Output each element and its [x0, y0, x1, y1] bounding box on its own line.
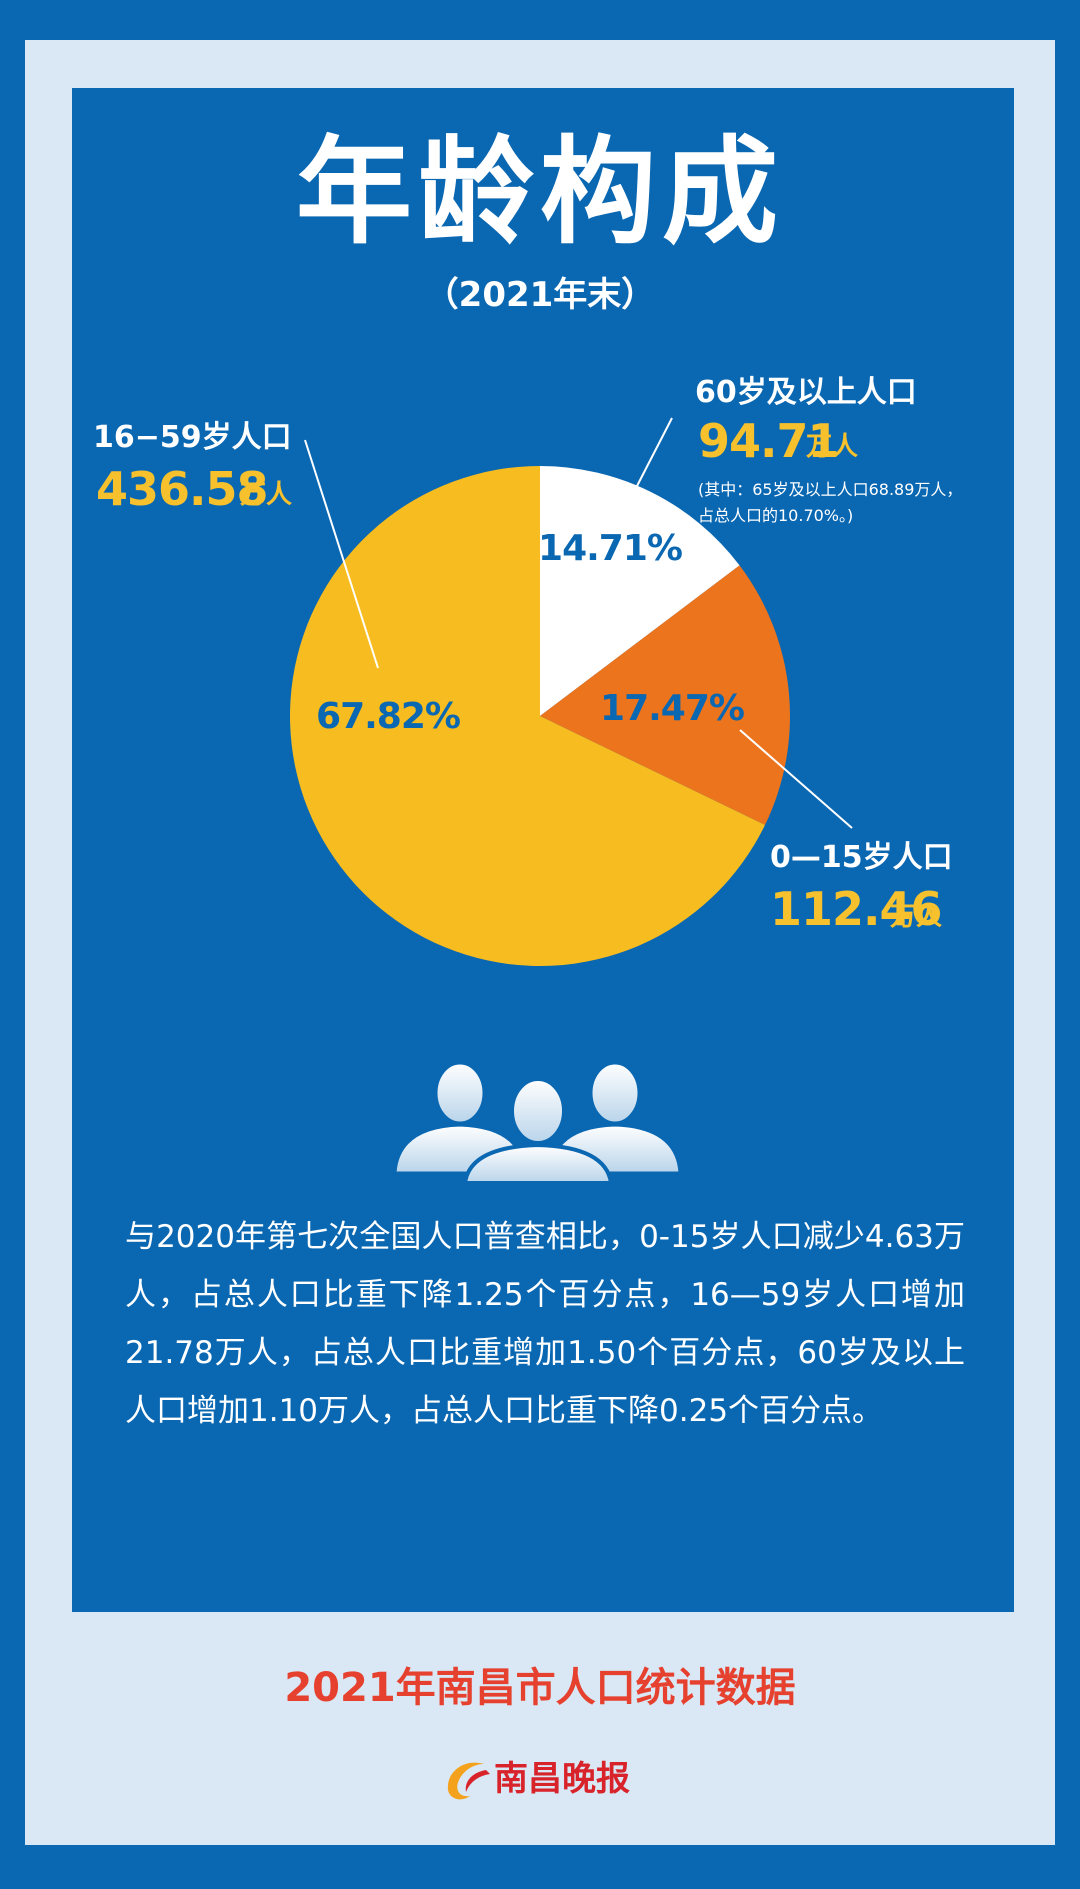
footer-title: 2021年南昌市人口统计数据	[284, 1665, 796, 1711]
label-name-0-15: 0—15岁人口	[770, 840, 953, 875]
pct-label-0-15: 17.47%	[600, 688, 744, 729]
label-unit-0-15: 万人	[890, 902, 943, 932]
newspaper-logo: 南昌晚报	[440, 1750, 660, 1810]
label-value-16-59: 436.58	[96, 462, 269, 516]
page-title: 年龄构成	[296, 125, 784, 260]
summary-paragraph: 与2020年第七次全国人口普查相比，0-15岁人口减少4.63万人，占总人口比重…	[125, 1219, 965, 1429]
annotation-line-1: (其中：65岁及以上人口68.89万人，	[698, 480, 963, 499]
pct-label-16-59: 67.82%	[316, 696, 460, 737]
label-unit-16-59: 万人	[240, 480, 293, 510]
leader-line-60plus	[636, 417, 673, 487]
pct-label-60plus: 14.71%	[538, 528, 682, 569]
label-value-0-15: 112.46	[770, 882, 943, 936]
leader-line-16-59	[304, 439, 379, 669]
label-name-60plus: 60岁及以上人口	[695, 375, 917, 410]
logo-text: 南昌晚报	[494, 1759, 630, 1799]
slice-16-59	[289, 466, 765, 966]
label-name-16-59: 16−59岁人口	[93, 420, 292, 455]
slice-60plus	[540, 466, 740, 716]
label-value-60plus: 94.71	[698, 414, 840, 468]
slice-0-15	[540, 565, 790, 825]
pie-chart: 14.71% 17.47% 67.82%	[289, 417, 853, 966]
people-icon	[393, 1061, 682, 1185]
annotation-line-2: 占总人口的10.70%。)	[698, 506, 854, 525]
leader-line-0-15	[739, 729, 853, 829]
logo-swoosh-icon	[447, 1762, 490, 1800]
page-subtitle: （2021年末）	[424, 275, 656, 315]
label-unit-60plus: 万人	[806, 432, 859, 462]
